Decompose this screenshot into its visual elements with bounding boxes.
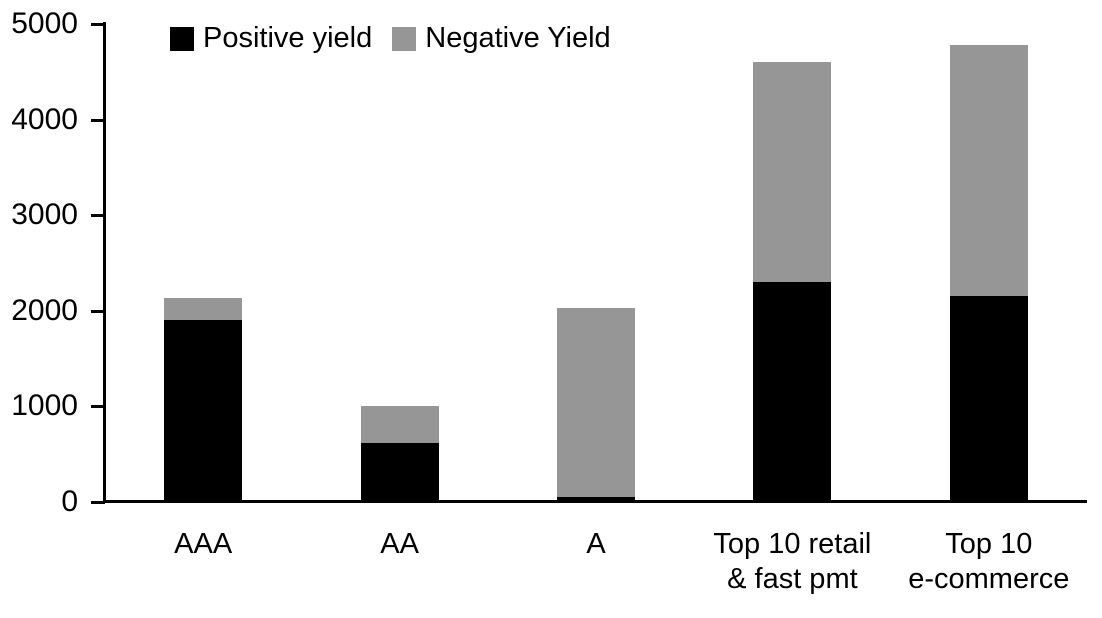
bar-segment-positive	[360, 442, 439, 502]
y-tick-mark	[91, 118, 105, 122]
y-tick-label: 1000	[11, 389, 78, 423]
legend-entry-negative-yield: Negative Yield	[392, 22, 611, 55]
y-tick-label: 3000	[11, 198, 78, 232]
x-axis-category-label: Top 10 retail & fast pmt	[713, 528, 872, 595]
y-tick-mark	[91, 405, 105, 409]
bar-segment-positive	[557, 497, 635, 502]
y-tick-label: 4000	[11, 102, 78, 136]
legend-label-positive-yield: Positive yield	[203, 22, 373, 54]
legend-swatch-negative-yield	[392, 26, 417, 51]
y-tick-mark	[91, 214, 105, 218]
legend-swatch-positive-yield	[170, 26, 194, 51]
x-axis-category-label: AAA	[174, 528, 233, 560]
bar-segment-negative	[557, 307, 635, 498]
bar-segment-negative	[949, 45, 1028, 297]
x-axis-category-label: Top 10 e-commerce	[908, 528, 1070, 595]
bar-segment-negative	[753, 62, 832, 283]
bar-segment-negative	[360, 406, 439, 443]
y-tick-mark	[91, 501, 105, 504]
y-tick-mark	[91, 309, 105, 313]
chart-legend: Positive yield Negative Yield	[170, 22, 611, 55]
x-axis-category-label: A	[586, 528, 606, 560]
y-axis-line	[103, 22, 106, 503]
legend-entry-positive-yield: Positive yield	[170, 22, 372, 55]
bar-segment-positive	[164, 320, 243, 502]
x-axis-line	[103, 500, 1087, 503]
legend-label-negative-yield: Negative Yield	[425, 22, 611, 54]
y-tick-label: 0	[61, 485, 78, 518]
y-tick-label: 5000	[11, 7, 78, 40]
y-tick-label: 2000	[11, 293, 78, 327]
x-axis-category-label: AA	[380, 528, 419, 560]
bar-segment-positive	[949, 296, 1028, 502]
y-tick-mark	[91, 23, 105, 26]
bar-segment-negative	[164, 298, 243, 321]
bar-segment-positive	[753, 282, 832, 502]
